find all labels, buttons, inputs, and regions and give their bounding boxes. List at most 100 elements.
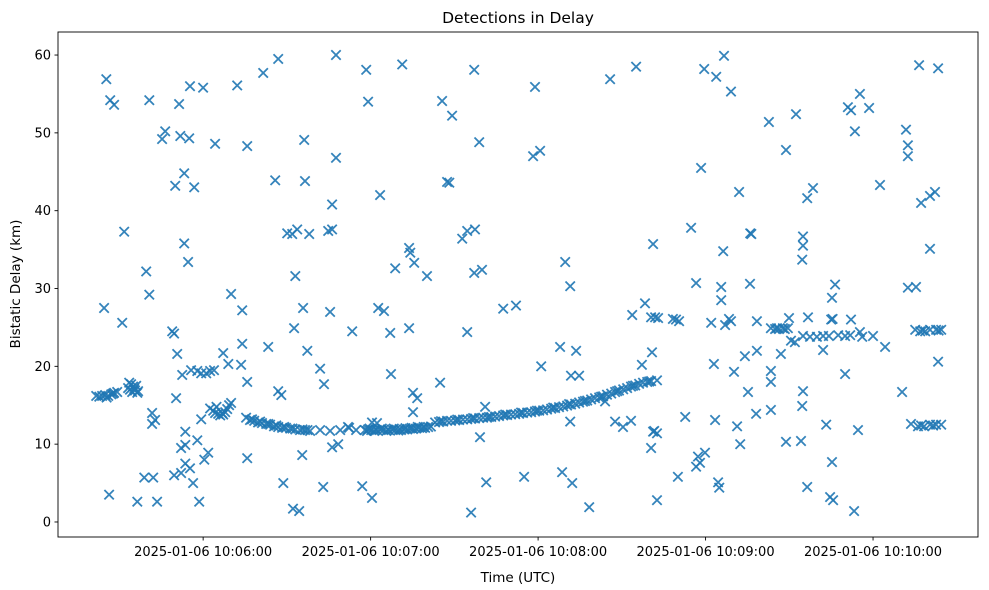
scatter-marker bbox=[731, 420, 743, 432]
scatter-marker bbox=[733, 186, 745, 198]
scatter-marker bbox=[182, 256, 194, 268]
scatter-marker bbox=[202, 447, 214, 459]
scatter-marker bbox=[107, 388, 119, 399]
scatter-marker bbox=[421, 270, 433, 282]
scatter-marker bbox=[118, 226, 130, 238]
scatter-marker bbox=[827, 313, 838, 325]
scatter-marker bbox=[649, 311, 661, 323]
x-tick-label: 2025-01-06 10:06:00 bbox=[134, 545, 272, 560]
scatter-marker bbox=[246, 413, 258, 425]
scatter-marker bbox=[476, 264, 488, 276]
x-tick-label: 2025-01-06 10:07:00 bbox=[302, 545, 440, 560]
scatter-marker bbox=[225, 288, 237, 300]
scatter-marker bbox=[116, 317, 128, 329]
scatter-marker bbox=[845, 104, 857, 116]
scatter-marker bbox=[443, 177, 455, 189]
scatter-marker bbox=[175, 467, 187, 479]
scatter-marker bbox=[807, 182, 819, 194]
scatter-marker bbox=[765, 376, 777, 388]
scatter-marker bbox=[143, 94, 155, 106]
scatter-marker bbox=[913, 59, 925, 71]
scatter-marker bbox=[297, 302, 309, 314]
scatter-marker bbox=[549, 402, 561, 414]
scatter-marker bbox=[639, 297, 651, 309]
scatter-marker bbox=[174, 130, 186, 142]
scatter-marker bbox=[497, 303, 509, 315]
scatter-marker bbox=[854, 88, 866, 100]
scatter-marker bbox=[719, 319, 731, 331]
scatter-marker bbox=[790, 108, 802, 120]
scatter-marker bbox=[407, 406, 419, 418]
scatter-marker bbox=[356, 480, 368, 492]
scatter-marker bbox=[780, 144, 792, 156]
scatter-marker bbox=[849, 125, 861, 137]
scatter-marker bbox=[146, 418, 158, 430]
scatter-marker bbox=[378, 305, 390, 317]
scatter-marker bbox=[604, 73, 616, 85]
scatter-marker bbox=[672, 471, 684, 483]
scatter-marker bbox=[326, 224, 338, 235]
scatter-marker bbox=[303, 228, 315, 240]
scatter-marker bbox=[556, 466, 568, 478]
scatter-marker bbox=[559, 256, 571, 268]
y-tick-label: 10 bbox=[34, 438, 51, 453]
scatter-marker bbox=[863, 102, 875, 114]
scatter-marker bbox=[330, 49, 342, 61]
scatter-marker bbox=[917, 325, 929, 336]
scatter-marker bbox=[796, 254, 808, 266]
scatter-marker bbox=[366, 492, 378, 504]
scatter-marker bbox=[277, 477, 289, 489]
scatter-marker bbox=[902, 139, 914, 151]
scatter-marker bbox=[900, 124, 912, 136]
scatter-marker bbox=[651, 494, 663, 506]
scatter-marker bbox=[235, 359, 247, 371]
scatter-marker bbox=[171, 348, 183, 360]
scatter-marker bbox=[287, 503, 299, 515]
scatter-marker bbox=[262, 418, 274, 430]
scatter-marker bbox=[208, 364, 220, 376]
scatter-marker bbox=[564, 416, 576, 427]
scatter-marker bbox=[739, 350, 751, 362]
scatter-marker bbox=[330, 152, 342, 164]
scatter-marker bbox=[690, 461, 702, 473]
scatter-marker bbox=[324, 306, 336, 318]
scatter-marker bbox=[728, 366, 740, 378]
scatter-marker bbox=[193, 496, 205, 508]
y-tick-label: 20 bbox=[34, 360, 51, 375]
scatter-marker bbox=[896, 386, 908, 398]
scatter-marker bbox=[534, 145, 546, 157]
scatter-marker bbox=[625, 415, 637, 427]
scatter-marker bbox=[317, 481, 329, 493]
scatter-marker bbox=[269, 174, 281, 186]
scatter-marker bbox=[260, 418, 272, 430]
scatter-marker bbox=[195, 413, 207, 425]
scatter-marker bbox=[254, 416, 266, 427]
scatter-marker bbox=[823, 330, 835, 342]
scatter-marker bbox=[326, 441, 338, 453]
scatter-marker bbox=[915, 420, 927, 431]
scatter-marker bbox=[531, 405, 543, 417]
scatter-marker bbox=[293, 505, 305, 517]
scatter-marker bbox=[396, 59, 408, 70]
scatter-marker bbox=[298, 134, 310, 146]
scatter-marker bbox=[140, 266, 152, 277]
axis-ticks: 2025-01-06 10:06:00 2025-01-06 10:07:00 20… bbox=[34, 49, 942, 560]
scatter-marker bbox=[932, 62, 944, 74]
scatter-points bbox=[90, 49, 947, 518]
scatter-marker bbox=[217, 347, 229, 359]
scatter-marker bbox=[123, 377, 135, 389]
scatter-marker bbox=[408, 257, 420, 269]
scatter-marker bbox=[554, 341, 566, 353]
scatter-marker bbox=[446, 110, 458, 122]
scatter-marker bbox=[385, 368, 397, 380]
scatter-marker bbox=[151, 496, 163, 508]
scatter-marker bbox=[324, 425, 336, 437]
scatter-marker bbox=[801, 192, 813, 204]
scatter-marker bbox=[179, 426, 191, 438]
scatter-marker bbox=[287, 423, 298, 434]
scatter-marker bbox=[184, 80, 196, 92]
scatter-marker bbox=[103, 489, 115, 501]
scatter-marker bbox=[929, 186, 941, 198]
scatter-marker bbox=[744, 278, 756, 290]
